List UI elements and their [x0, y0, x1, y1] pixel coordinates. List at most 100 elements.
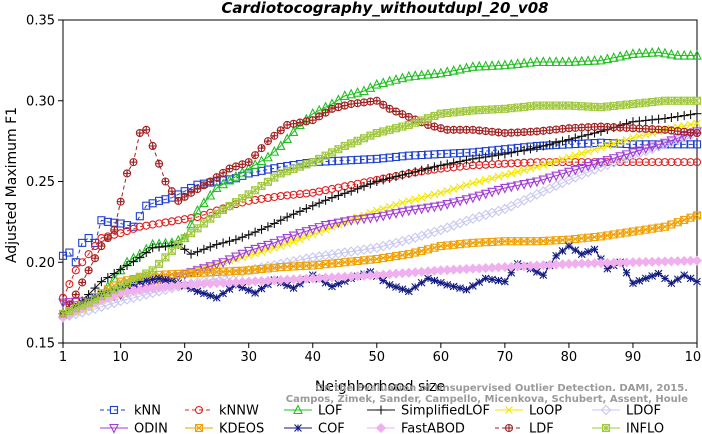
data-point — [621, 49, 632, 60]
data-point — [443, 186, 452, 195]
data-point — [500, 159, 509, 168]
data-point — [270, 164, 279, 173]
data-point — [385, 280, 394, 289]
data-point — [590, 102, 599, 111]
data-point — [577, 250, 586, 259]
data-point — [289, 190, 298, 199]
data-point — [680, 271, 689, 280]
data-point — [424, 192, 432, 200]
x-tick-label: 100 — [685, 350, 702, 365]
data-point — [455, 63, 465, 74]
data-point — [275, 258, 287, 270]
data-point — [244, 266, 253, 275]
data-point — [641, 115, 651, 125]
data-point — [539, 126, 548, 135]
data-point — [199, 268, 208, 277]
data-point — [552, 157, 560, 166]
data-point — [430, 243, 439, 252]
data-point — [570, 133, 580, 143]
data-point — [686, 128, 695, 137]
data-point — [90, 283, 100, 293]
data-point — [148, 275, 157, 284]
data-point — [647, 115, 657, 125]
data-point — [78, 238, 87, 247]
data-point — [346, 88, 357, 99]
data-point — [251, 265, 260, 274]
legend-label: INFLO — [626, 422, 664, 434]
y-tick-label: 0.15 — [26, 337, 55, 352]
data-point — [577, 123, 586, 132]
data-point — [404, 196, 413, 205]
data-point — [558, 136, 568, 146]
data-point — [391, 152, 401, 162]
data-point — [403, 206, 414, 217]
data-point — [334, 156, 343, 165]
data-point — [397, 170, 407, 180]
data-point — [257, 181, 266, 191]
data-point — [251, 289, 260, 297]
data-point — [199, 181, 208, 190]
data-point — [507, 104, 516, 113]
data-point — [545, 159, 554, 167]
legend-item-lof: LOF — [284, 404, 343, 419]
data-point — [435, 67, 446, 78]
x-tick-label: 90 — [625, 350, 642, 365]
data-point — [385, 125, 394, 134]
data-point — [686, 110, 696, 120]
data-point — [289, 262, 298, 271]
data-point — [116, 265, 126, 275]
data-point — [269, 238, 280, 249]
data-point — [584, 102, 593, 111]
data-point — [507, 159, 516, 168]
data-point — [97, 242, 106, 251]
data-point — [430, 150, 439, 159]
data-point — [339, 217, 350, 228]
data-point — [379, 100, 388, 109]
data-point — [443, 241, 452, 250]
data-point — [443, 108, 452, 118]
data-point — [475, 238, 484, 247]
data-point — [538, 141, 548, 151]
data-point — [237, 249, 248, 260]
data-point — [672, 49, 683, 60]
data-point — [283, 120, 292, 130]
data-point — [142, 125, 151, 134]
data-point — [206, 214, 215, 223]
data-point — [456, 183, 464, 191]
legend-marker — [600, 404, 612, 416]
data-point — [686, 96, 695, 105]
data-point — [691, 255, 702, 266]
data-point — [558, 155, 567, 164]
data-point — [398, 122, 407, 131]
data-point — [488, 174, 496, 183]
data-point — [404, 151, 413, 160]
data-point — [487, 187, 497, 198]
data-point — [410, 70, 421, 80]
data-point — [365, 179, 375, 189]
data-point — [654, 269, 663, 278]
data-point — [328, 282, 336, 291]
data-point — [565, 242, 573, 250]
data-point — [257, 224, 267, 234]
data-point — [558, 235, 567, 245]
data-point — [520, 237, 529, 246]
data-point — [257, 284, 266, 293]
data-point — [353, 184, 363, 194]
data-point — [500, 104, 509, 113]
data-point — [680, 122, 689, 130]
data-point — [288, 126, 299, 137]
data-point — [410, 205, 421, 216]
legend-item-simplifiedlof: SimplifiedLOF — [367, 404, 490, 419]
data-point — [462, 239, 471, 248]
data-point — [198, 197, 209, 208]
data-point — [680, 96, 689, 105]
data-point — [525, 178, 536, 189]
data-point — [334, 183, 343, 192]
data-point — [148, 243, 158, 253]
data-point — [333, 218, 344, 229]
data-point — [648, 272, 657, 280]
data-point — [250, 244, 261, 255]
data-point — [392, 283, 400, 291]
data-point — [468, 125, 477, 134]
data-point — [532, 101, 541, 110]
